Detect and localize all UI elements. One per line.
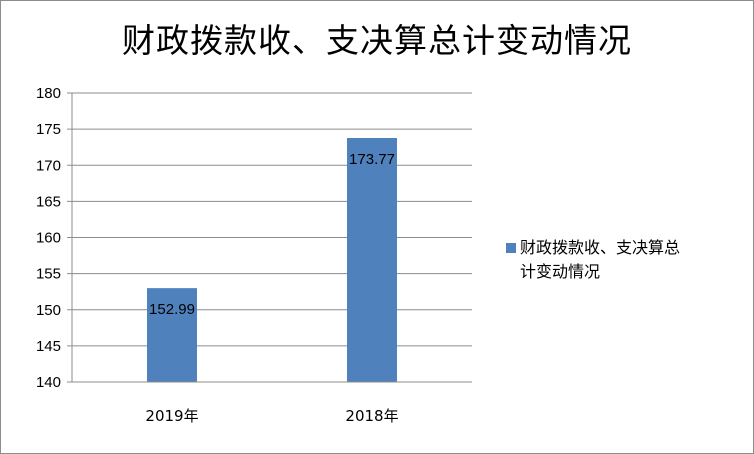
- x-category-label-1: 2018年: [345, 407, 398, 425]
- legend-label-line2: 计变动情况: [520, 262, 601, 281]
- bar-0: [147, 288, 197, 382]
- y-tick-label: 160: [36, 230, 61, 247]
- legend-swatch: [506, 243, 516, 253]
- bar-1: [347, 138, 397, 382]
- y-tick-label: 145: [36, 338, 61, 355]
- legend: 财政拨款收、支决算总 计变动情况: [506, 236, 742, 284]
- y-tick-label: 150: [36, 302, 61, 319]
- legend-label-line1: 财政拨款收、支决算总: [520, 238, 681, 257]
- chart-title: 财政拨款收、支决算总计变动情况: [122, 21, 632, 60]
- y-tick-label: 170: [36, 157, 61, 174]
- x-category-label-0: 2019年: [145, 407, 198, 425]
- data-label-1: 173.77: [349, 151, 395, 168]
- y-tick-label: 180: [36, 85, 61, 102]
- y-tick-label: 140: [36, 374, 61, 391]
- y-tick-label: 175: [36, 121, 61, 138]
- y-tick-label: 165: [36, 193, 61, 210]
- data-label-0: 152.99: [149, 301, 195, 318]
- y-tick-label: 155: [36, 266, 61, 283]
